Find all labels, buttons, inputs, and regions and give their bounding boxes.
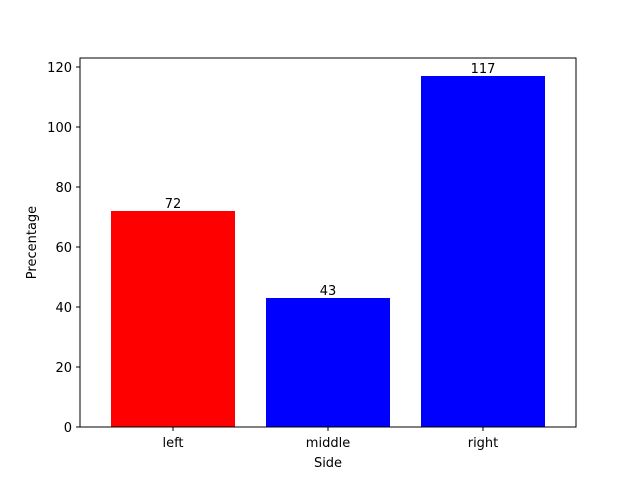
x-axis-label: Side [314, 456, 342, 471]
bar-middle [266, 298, 390, 427]
x-tick-label: middle [306, 436, 350, 451]
data-label-middle: 43 [320, 284, 337, 299]
data-label-right: 117 [471, 62, 496, 77]
y-tick-label: 40 [55, 301, 72, 316]
y-tick-label: 0 [64, 421, 72, 436]
y-axis-label: Precentage [25, 206, 40, 279]
x-tick-label: left [162, 436, 183, 451]
data-label-left: 72 [165, 197, 182, 212]
y-tick-label: 120 [47, 61, 72, 76]
y-tick-label: 100 [47, 121, 72, 136]
bar-left [111, 211, 235, 427]
y-tick-label: 60 [55, 241, 72, 256]
plot-frame [79, 57, 577, 428]
data-labels-group: 72 43 117 [165, 62, 496, 299]
bars-group [111, 76, 545, 427]
x-tick-label: right [468, 436, 499, 451]
y-tick-label: 20 [55, 361, 72, 376]
x-axis-ticks: left middle right [162, 427, 498, 451]
bar-right [421, 76, 545, 427]
y-tick-label: 80 [55, 181, 72, 196]
y-axis-ticks: 0 20 40 60 80 100 120 [47, 61, 80, 436]
